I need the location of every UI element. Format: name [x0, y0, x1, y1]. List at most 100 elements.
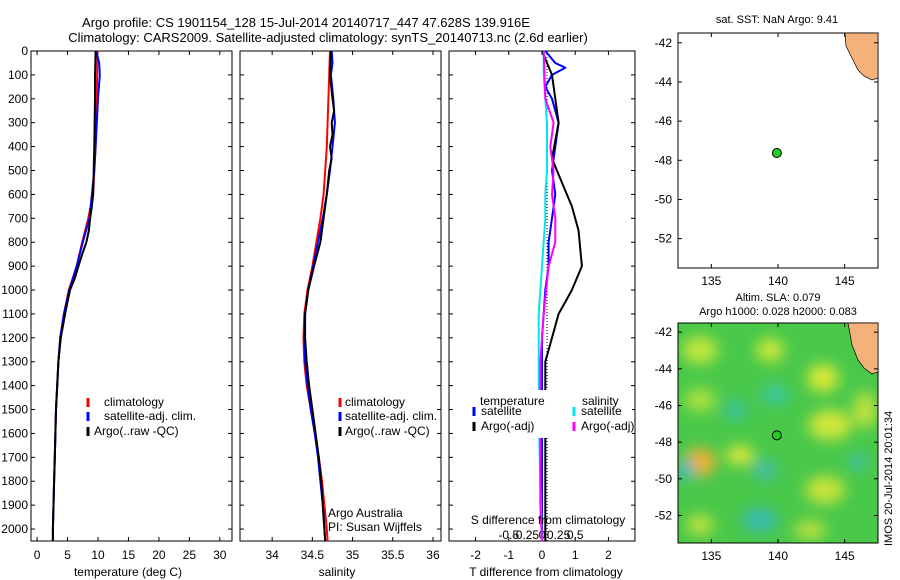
legend-climatology-label: climatology — [345, 395, 405, 409]
altimetry-title-line2: Argo h1000: 0.028 h2000: 0.083 — [699, 306, 857, 318]
x-tick-label: 34.5 — [301, 548, 325, 562]
heatmap-blob — [761, 385, 789, 405]
depth-tick-label: 800 — [8, 235, 28, 249]
heatmap-blob — [853, 392, 877, 428]
x2-tick-label: -0.5 — [498, 528, 519, 542]
argo-float-position-marker — [771, 148, 782, 159]
heatmap-blob — [742, 508, 778, 532]
heatmap-blob — [682, 336, 718, 364]
lon-tick-label: 140 — [768, 274, 788, 288]
x-tick-label: 0 — [34, 548, 41, 562]
lat-tick-label: -42 — [655, 325, 673, 339]
sst-map-title: sat. SST: NaN Argo: 9.41 — [716, 14, 838, 26]
x-tick-label: 15 — [122, 548, 136, 562]
depth-tick-label: 1500 — [1, 403, 28, 417]
x-tick-label: -1 — [503, 548, 514, 562]
lat-tick-label: -44 — [655, 75, 673, 89]
legend-t-argo-label: Argo(-adj) — [481, 419, 534, 433]
salinity-panel: 34 34.5 35 35.5 36 climatology satellite-adj… — [239, 50, 442, 579]
altimetry-title-line1: Altim. SLA: 0.079 — [736, 292, 821, 304]
x2-tick-label: 0.25 — [547, 528, 571, 542]
lat-tick-label: -50 — [655, 192, 673, 206]
lon-tick-label: 140 — [768, 549, 788, 563]
heatmap-blob — [678, 460, 694, 480]
difference-panel: -2 -1 0 1 2-0.5-0.25 0 0.250.5 temperature sal… — [448, 50, 636, 579]
legend-temperature-heading: temperature — [480, 394, 545, 408]
x-tick-label: 30 — [213, 548, 227, 562]
depth-tick-label: 500 — [8, 164, 28, 178]
legend-satellite-label: satellite-adj. clim. — [345, 409, 437, 423]
heatmap-blob — [756, 338, 784, 362]
lat-tick-label: -48 — [655, 153, 673, 167]
lat-tick-label: -52 — [655, 509, 673, 523]
temperature-axis-label: temperature (deg C) — [74, 565, 182, 579]
x-tick-label: 20 — [152, 548, 166, 562]
temperature-plot-frame — [30, 50, 233, 542]
heatmap-blob — [807, 364, 839, 392]
x-tick-label: 25 — [183, 548, 197, 562]
depth-tick-label: 1600 — [1, 426, 28, 440]
depth-tick-label: 200 — [8, 92, 28, 106]
legend-t-satellite-label: satellite — [481, 404, 522, 418]
legend-salinity-heading: salinity — [582, 394, 619, 408]
salinity-axis-label: salinity — [319, 565, 356, 579]
x-tick-label: 35 — [346, 548, 360, 562]
depth-tick-label: 100 — [8, 68, 28, 82]
argo-australia-annotation: Argo Australia — [328, 506, 403, 520]
heatmap-blob — [726, 445, 754, 465]
legend-argo-label: Argo(..raw -QC) — [345, 424, 430, 438]
heatmap-blob — [753, 460, 777, 480]
altimetry-map: Altim. SLA: 0.079 Argo h1000: 0.028 h200… — [655, 292, 879, 563]
difference-legend: temperature salinity satellite Argo(-adj… — [466, 390, 634, 438]
lat-tick-label: -46 — [655, 114, 673, 128]
figure-subtitle: Climatology: CARS2009. Satellite-adjuste… — [68, 30, 588, 45]
lat-tick-label: -52 — [655, 232, 673, 246]
depth-tick-label: 1800 — [1, 474, 28, 488]
depth-tick-label: 1700 — [1, 450, 28, 464]
heatmap-blob — [794, 520, 826, 540]
legend-backdrop — [566, 390, 632, 438]
depth-tick-label: 1000 — [1, 283, 28, 297]
x-tick-label: -2 — [470, 548, 481, 562]
depth-tick-label: 1300 — [1, 355, 28, 369]
temperature-legend: climatology satellite-adj. clim. Argo(..… — [86, 395, 196, 438]
heatmap-blob — [723, 400, 747, 420]
figure-title: Argo profile: CS 1901154_128 15-Jul-2014… — [82, 15, 530, 30]
tasmania-landmass — [847, 322, 879, 375]
tasmania-landmass — [844, 32, 879, 81]
salinity-plot-frame — [239, 50, 442, 542]
legend-s-satellite-label: satellite — [581, 404, 622, 418]
depth-tick-label: 1400 — [1, 379, 28, 393]
x-tick-label: 34 — [265, 548, 279, 562]
legend-backdrop — [466, 390, 548, 438]
lat-tick-label: -44 — [655, 362, 673, 376]
depth-tick-label: 600 — [8, 187, 28, 201]
legend-s-argo-label: Argo(-adj) — [581, 419, 634, 433]
x-tick-label: 10 — [91, 548, 105, 562]
imos-watermark: IMOS 20-Jul-2014 20:01:34 — [883, 411, 895, 546]
depth-tick-label: 0 — [21, 44, 28, 58]
depth-tick-label: 700 — [8, 211, 28, 225]
lat-tick-label: -48 — [655, 435, 673, 449]
x2-tick-label: -0.25 — [512, 528, 540, 542]
lat-tick-label: -42 — [655, 36, 673, 50]
s-difference-axis-label: S difference from climatology — [471, 513, 626, 527]
argo-float-position-marker — [771, 430, 782, 441]
heatmap-blob — [805, 476, 845, 504]
x-tick-label: 1 — [572, 548, 579, 562]
depth-tick-label: 1200 — [1, 331, 28, 345]
x-tick-label: 35.5 — [381, 548, 405, 562]
argo-raw-qc-line — [51, 51, 97, 541]
legend-climatology-label: climatology — [104, 395, 164, 409]
lon-tick-label: 135 — [701, 549, 721, 563]
depth-tick-label: 400 — [8, 140, 28, 154]
x-tick-label: 2 — [605, 548, 612, 562]
t-difference-axis-label: T difference from climatology — [469, 565, 623, 579]
depth-tick-label: 900 — [8, 259, 28, 273]
sst-location-map: sat. SST: NaN Argo: 9.41 135 140 145 -42 -44… — [655, 14, 879, 288]
lat-tick-label: -50 — [655, 472, 673, 486]
depth-tick-label: 1100 — [2, 307, 28, 321]
lon-tick-label: 135 — [701, 274, 721, 288]
x-tick-label: 5 — [64, 548, 71, 562]
